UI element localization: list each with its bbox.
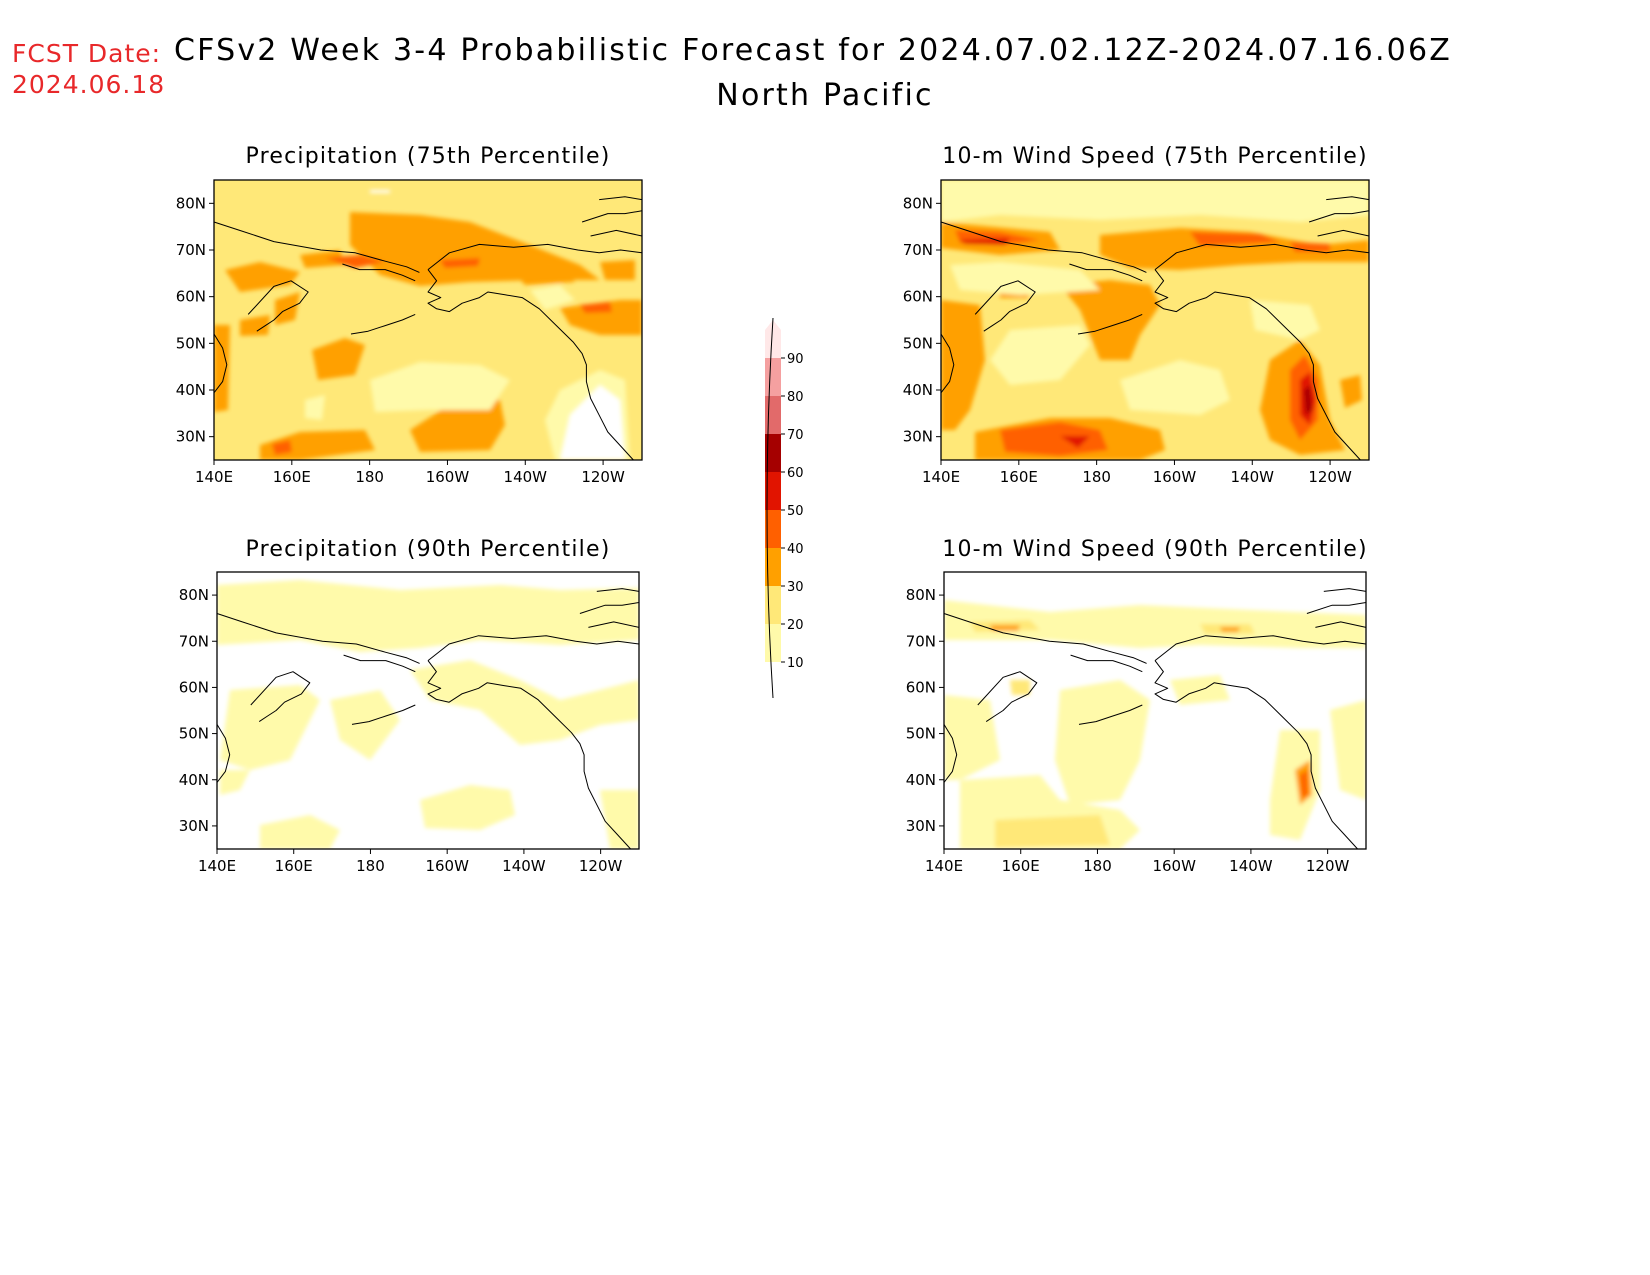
precip-75-lon-label: 160E xyxy=(273,468,311,486)
precip-90-coastline xyxy=(216,588,640,850)
wind-90-shading xyxy=(944,572,1366,849)
colorbar-segment xyxy=(765,472,781,510)
wind-75-lat-label: 30N xyxy=(903,428,933,446)
wind-90-lon-label: 160E xyxy=(1002,857,1040,875)
wind-90-lat-label: 70N xyxy=(906,632,936,650)
colorbar-label: 40 xyxy=(787,542,804,557)
page-title: CFSv2 Week 3-4 Probabilistic Forecast fo… xyxy=(174,33,1453,68)
colorbar-label: 80 xyxy=(787,390,804,405)
colorbar-label: 30 xyxy=(787,580,804,595)
panel-title-precip-90: Precipitation (90th Percentile) xyxy=(245,537,611,562)
precip-75-lat-label: 50N xyxy=(176,334,206,352)
wind-90-lat-label: 60N xyxy=(906,678,936,696)
wind-90-frame xyxy=(943,571,1367,850)
precip-90-lat-label: 70N xyxy=(179,632,209,650)
wind-90-lon-label: 180 xyxy=(1083,857,1112,875)
precip-75-shading xyxy=(214,180,642,460)
precip-90-frame xyxy=(216,571,640,850)
precip-75-lat-label: 40N xyxy=(176,381,206,399)
precip-75-lon-label: 140W xyxy=(504,468,548,486)
wind-90-lat-label: 50N xyxy=(906,725,936,743)
colorbar-segment xyxy=(765,510,781,548)
colorbar-segment xyxy=(765,548,781,586)
precip-75-lat-label: 70N xyxy=(176,241,206,259)
wind-75-lat-label: 70N xyxy=(903,241,933,259)
colorbar-segment xyxy=(765,586,781,624)
wind-90-lat-label: 40N xyxy=(906,771,936,789)
precip-75-lat-label: 30N xyxy=(176,428,206,446)
wind-75-shading xyxy=(941,180,1369,460)
precip-75-lat-label: 60N xyxy=(176,288,206,306)
precip-90-lon-label: 140W xyxy=(502,857,546,875)
wind-90-lon-label: 120W xyxy=(1306,857,1350,875)
wind-75-lon-label: 140E xyxy=(922,468,960,486)
colorbar-label: 50 xyxy=(787,504,804,519)
precip-90-lat-label: 50N xyxy=(179,725,209,743)
map-panel-precip-90 xyxy=(217,572,639,849)
wind-90-lon-label: 140E xyxy=(925,857,963,875)
wind-90-coastline xyxy=(943,588,1367,850)
colorbar-label: 70 xyxy=(787,428,804,443)
panel-title-precip-75: Precipitation (75th Percentile) xyxy=(245,144,611,169)
precip-90-lat-label: 30N xyxy=(179,817,209,835)
precip-75-lon-label: 160W xyxy=(426,468,470,486)
wind-75-lat-label: 60N xyxy=(903,288,933,306)
wind-90-lat-label: 30N xyxy=(906,817,936,835)
colorbar-label: 60 xyxy=(787,466,804,481)
precip-90-lat-label: 60N xyxy=(179,678,209,696)
panel-title-wind-75: 10-m Wind Speed (75th Percentile) xyxy=(942,144,1368,169)
fcst-date-value: 2024.06.18 xyxy=(12,70,166,99)
colorbar-segment xyxy=(765,320,781,358)
colorbar-segment xyxy=(765,434,781,472)
colorbar-segment xyxy=(765,624,781,662)
precip-90-lon-label: 160W xyxy=(425,857,469,875)
precip-90-shading xyxy=(217,572,639,849)
map-panel-wind-90 xyxy=(944,572,1366,849)
precip-90-lat-label: 80N xyxy=(179,586,209,604)
precip-75-lat-label: 80N xyxy=(176,194,206,212)
wind-75-lat-label: 50N xyxy=(903,334,933,352)
wind-75-frame xyxy=(940,179,1370,461)
precip-75-frame xyxy=(213,179,643,461)
map-panel-precip-75 xyxy=(214,180,642,460)
precip-75-coastline xyxy=(213,196,643,461)
precip-90-lon-label: 180 xyxy=(356,857,385,875)
wind-75-lon-label: 140W xyxy=(1231,468,1275,486)
map-panel-wind-75 xyxy=(941,180,1369,460)
wind-75-lon-label: 120W xyxy=(1308,468,1352,486)
precip-90-lon-label: 160E xyxy=(275,857,313,875)
wind-75-coastline xyxy=(940,196,1370,461)
colorbar-segment xyxy=(765,396,781,434)
wind-75-lon-label: 160E xyxy=(1000,468,1038,486)
fcst-date-label: FCST Date: 2024.06.18 xyxy=(12,38,165,100)
precip-90-lon-label: 140E xyxy=(198,857,236,875)
wind-90-lat-label: 80N xyxy=(906,586,936,604)
wind-75-lat-label: 40N xyxy=(903,381,933,399)
colorbar-legend: 10 20 30 40 50 60 70 80 90 xyxy=(765,317,804,700)
precip-75-lon-label: 180 xyxy=(355,468,384,486)
colorbar-segment xyxy=(765,358,781,396)
wind-90-lon-label: 160W xyxy=(1152,857,1196,875)
precip-90-lon-label: 120W xyxy=(579,857,623,875)
panel-title-wind-90: 10-m Wind Speed (90th Percentile) xyxy=(942,537,1368,562)
colorbar-label: 10 xyxy=(787,656,804,671)
region-title: North Pacific xyxy=(716,78,934,113)
fcst-date-caption: FCST Date: xyxy=(12,39,162,68)
precip-75-lon-label: 120W xyxy=(581,468,625,486)
wind-75-lon-label: 160W xyxy=(1153,468,1197,486)
wind-75-lon-label: 180 xyxy=(1082,468,1111,486)
colorbar-label: 20 xyxy=(787,618,804,633)
precip-75-lon-label: 140E xyxy=(195,468,233,486)
wind-75-lat-label: 80N xyxy=(903,194,933,212)
wind-90-lon-label: 140W xyxy=(1229,857,1273,875)
colorbar-label: 90 xyxy=(787,352,804,367)
precip-90-lat-label: 40N xyxy=(179,771,209,789)
